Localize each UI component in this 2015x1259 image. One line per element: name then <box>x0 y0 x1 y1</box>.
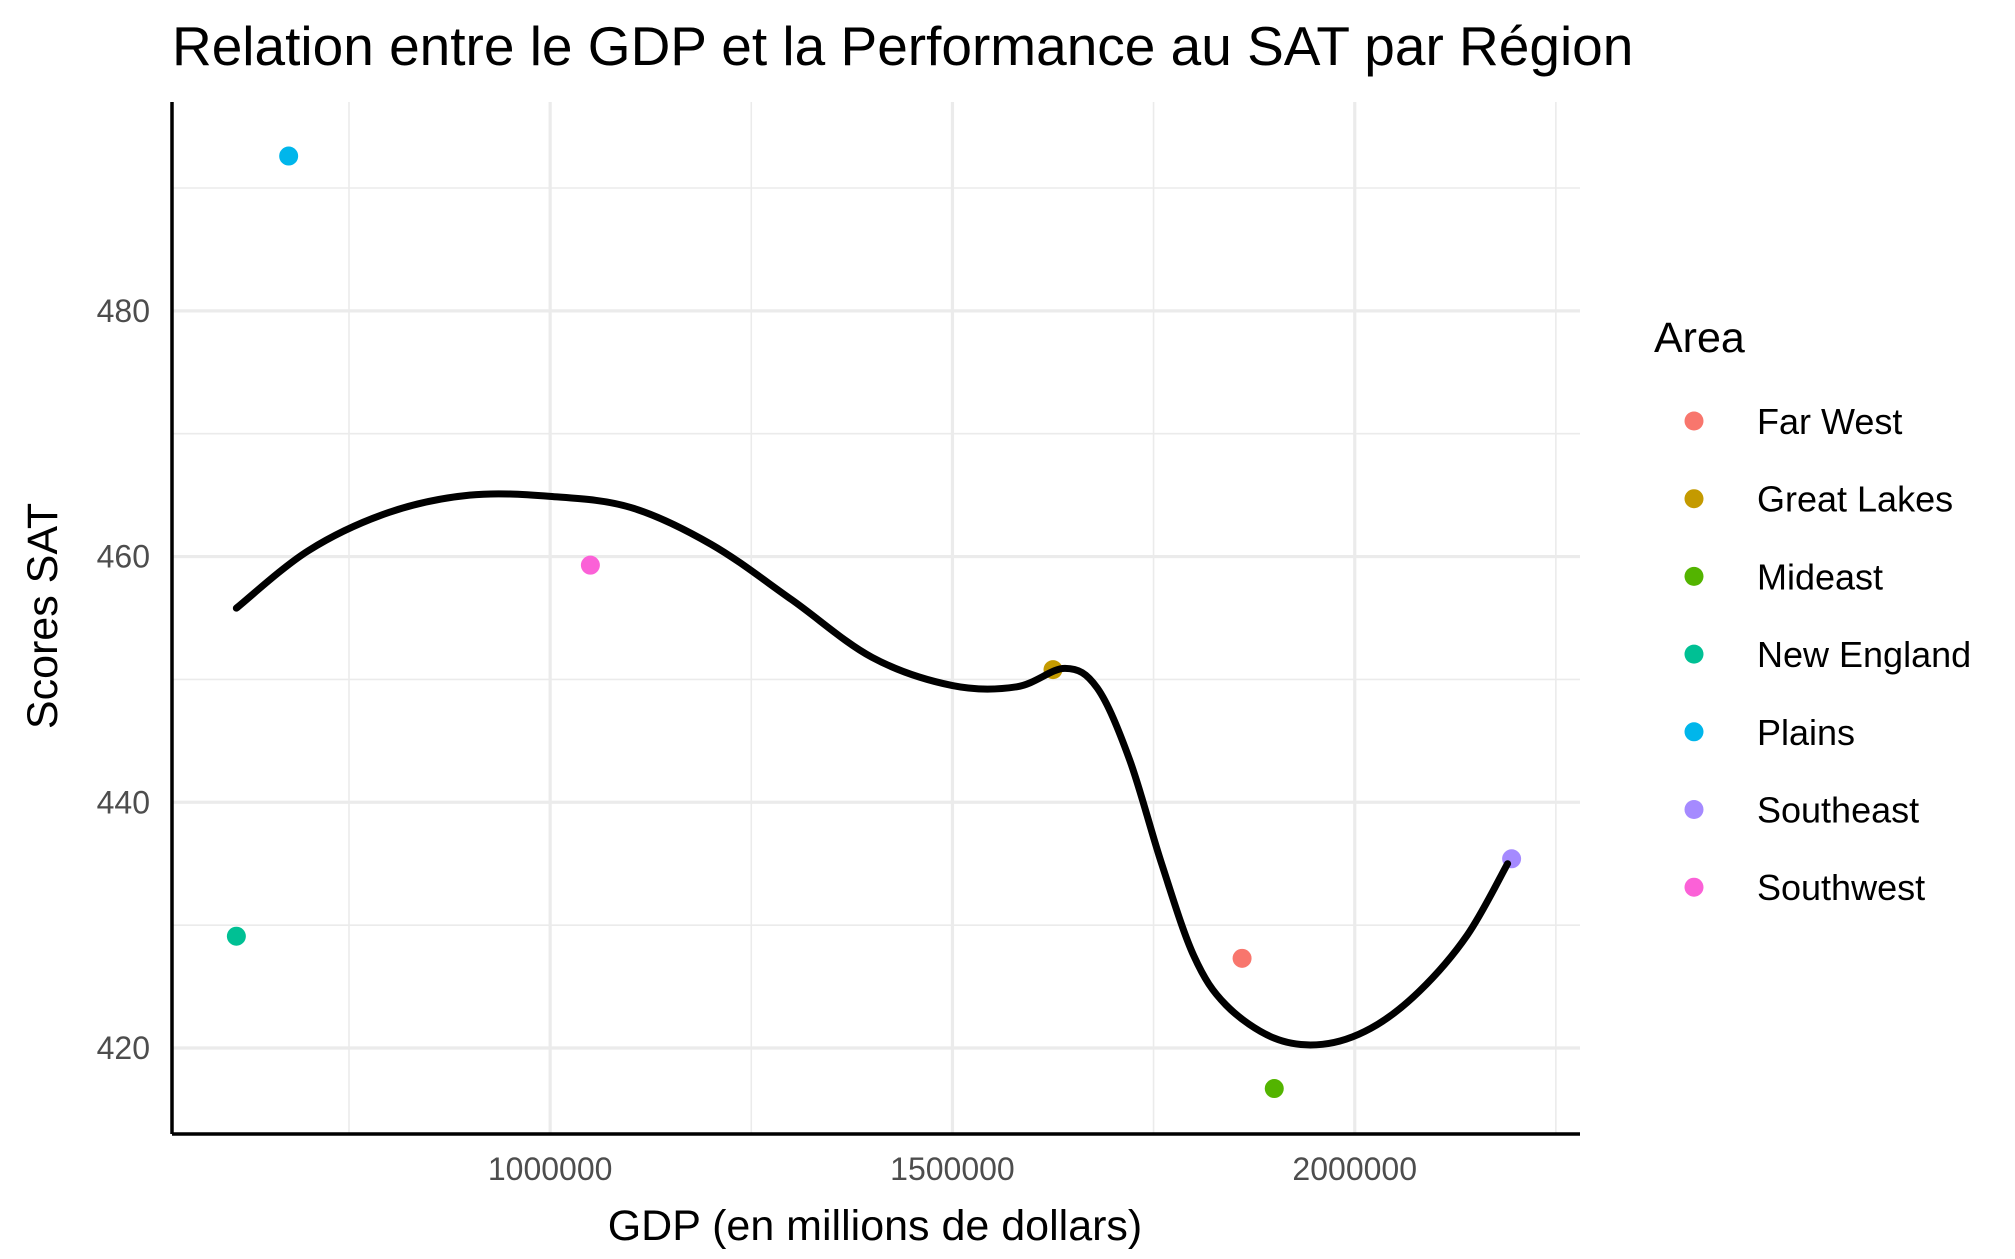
grid <box>172 102 1580 1134</box>
y-axis-title: Scores SAT <box>19 503 67 729</box>
legend-key-great-lakes <box>1684 489 1704 509</box>
data-point-mideast <box>1264 1079 1284 1099</box>
x-tick-label: 1000000 <box>488 1151 613 1187</box>
legend-title: Area <box>1654 314 1745 362</box>
chart-title: Relation entre le GDP et la Performance … <box>172 15 1633 77</box>
x-axis-title: GDP (en millions de dollars) <box>608 1202 1143 1250</box>
legend-label-mideast: Mideast <box>1757 556 1883 597</box>
legend-label-southeast: Southeast <box>1757 790 1919 831</box>
y-tick-label: 440 <box>97 784 150 820</box>
data-point-southwest <box>580 555 600 575</box>
legend-label-plains: Plains <box>1757 712 1855 753</box>
legend-key-new-england <box>1684 644 1704 664</box>
legend-label-new-england: New England <box>1757 634 1971 675</box>
legend-key-mideast <box>1684 566 1704 586</box>
legend-key-far-west <box>1684 411 1704 431</box>
data-point-plains <box>279 146 299 166</box>
x-tick-label: 2000000 <box>1292 1151 1417 1187</box>
y-tick-label: 420 <box>97 1030 150 1066</box>
smooth-line-layer <box>232 490 1512 1049</box>
data-points <box>226 146 1522 1099</box>
y-tick-label: 480 <box>97 293 150 329</box>
legend-label-southwest: Southwest <box>1757 867 1925 908</box>
x-tick-labels: 1000000 1500000 2000000 <box>488 1151 1417 1187</box>
x-tick-label: 1500000 <box>890 1151 1015 1187</box>
legend-label-great-lakes: Great Lakes <box>1757 479 1953 520</box>
data-point-far-west <box>1232 948 1252 968</box>
legend: Area Far West Great Lakes Mideast New Engla… <box>1654 314 1971 908</box>
data-point-new-england <box>226 926 246 946</box>
legend-label-far-west: Far West <box>1757 401 1902 442</box>
legend-key-southeast <box>1684 800 1704 819</box>
y-tick-label: 460 <box>97 539 150 575</box>
y-tick-labels: 420 440 460 480 <box>97 293 150 1066</box>
legend-key-southwest <box>1684 877 1704 897</box>
smooth-trend-line <box>232 490 1512 1049</box>
legend-key-plains <box>1684 722 1704 742</box>
legend-items: Far West Great Lakes Mideast New England Pla… <box>1684 401 1971 908</box>
